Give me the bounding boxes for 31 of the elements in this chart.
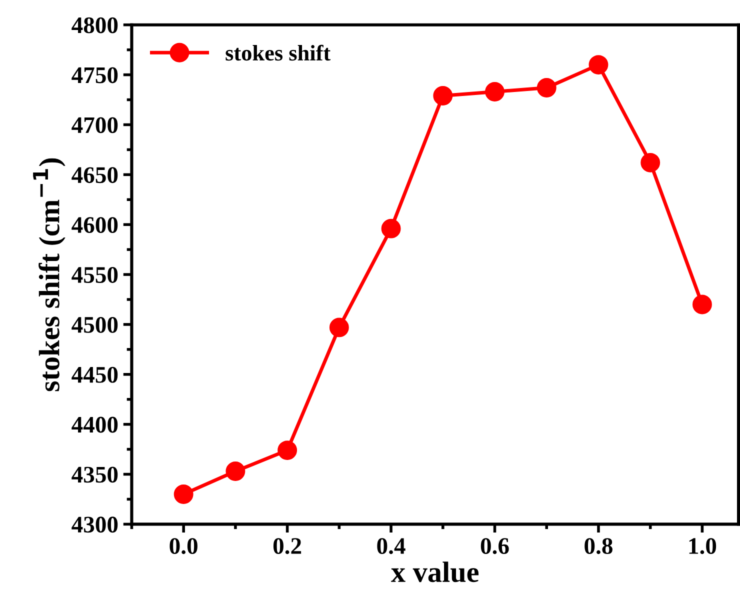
- x-tick-label: 0.6: [480, 538, 509, 554]
- point: [433, 86, 453, 106]
- point: [692, 294, 712, 314]
- x-tick-label: 0.0: [170, 538, 198, 554]
- point: [174, 484, 194, 504]
- y-tick-label: 4500: [72, 316, 118, 333]
- y-tick-label: 4800: [72, 17, 118, 34]
- point: [588, 55, 608, 75]
- y-tick-label: 4650: [72, 167, 118, 184]
- legend-label: stokes shift: [226, 44, 331, 61]
- x-axis-title: x value: [391, 562, 479, 582]
- y-tick-label: 4550: [72, 267, 118, 283]
- x-tick-label: 1.0: [689, 538, 716, 554]
- point: [381, 218, 401, 238]
- y-tick-label: 4350: [72, 466, 118, 483]
- point: [278, 440, 298, 460]
- point: [485, 82, 504, 102]
- point: [640, 152, 660, 172]
- point: [536, 78, 556, 98]
- x-tick-label: 0.4: [377, 538, 406, 554]
- y-tick-label: 4700: [72, 117, 118, 134]
- y-tick-label: 4750: [72, 67, 118, 84]
- point: [226, 462, 246, 481]
- point: [329, 318, 349, 338]
- y-tick-label: 4600: [72, 217, 118, 234]
- y-tick-label: 4400: [72, 416, 118, 433]
- x-tick-label: 0.2: [273, 538, 302, 554]
- y-axis-title: stokes shift (cm$^{−1}$): [33, 158, 66, 392]
- x-tick-label: 0.8: [584, 538, 612, 554]
- y-tick-label: 4450: [72, 366, 118, 383]
- y-tick-label: 4300: [72, 516, 118, 533]
